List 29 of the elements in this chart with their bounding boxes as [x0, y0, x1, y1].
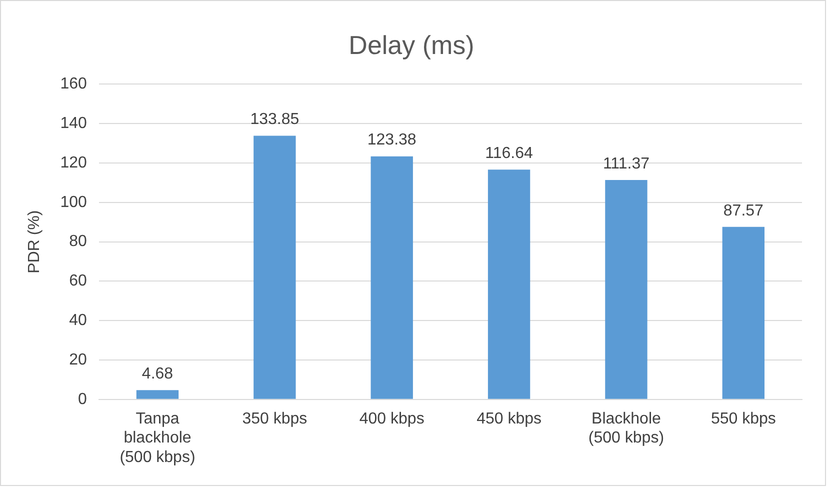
- data-label: 111.37: [602, 155, 650, 172]
- y-axis-title: PDR (%): [26, 210, 44, 274]
- bar: [136, 390, 179, 399]
- x-tick-label: Blackhole (500 kbps): [588, 410, 664, 447]
- bar: [254, 136, 296, 399]
- data-label: 116.64: [485, 145, 534, 162]
- y-tick-label: 80: [69, 233, 87, 250]
- data-label: 87.57: [723, 202, 764, 220]
- y-tick-label: 140: [60, 115, 87, 132]
- y-tick-label: 100: [60, 194, 87, 211]
- bar: [488, 170, 530, 399]
- y-tick-label: 60: [69, 272, 87, 290]
- bar: [605, 180, 648, 399]
- x-tick-label: Tanpa blackhole (500 kbps): [120, 410, 196, 466]
- x-tick-label: 550 kbps: [710, 410, 776, 428]
- x-tick-label: 450 kbps: [476, 410, 542, 428]
- y-tick-label: 0: [78, 390, 87, 408]
- y-tick-label: 40: [69, 312, 87, 330]
- chart-title: Delay (ms): [348, 30, 474, 60]
- x-tick-label: 350 kbps: [242, 410, 308, 428]
- data-label: 123.38: [367, 132, 416, 149]
- bar: [722, 226, 764, 399]
- x-tick-label: 400 kbps: [359, 410, 424, 428]
- bar: [370, 156, 413, 399]
- y-tick-label: 120: [60, 154, 87, 172]
- y-tick-label: 20: [69, 351, 87, 368]
- data-label: 4.68: [142, 366, 174, 383]
- data-label: 133.85: [250, 111, 300, 128]
- y-tick-label: 160: [60, 76, 87, 93]
